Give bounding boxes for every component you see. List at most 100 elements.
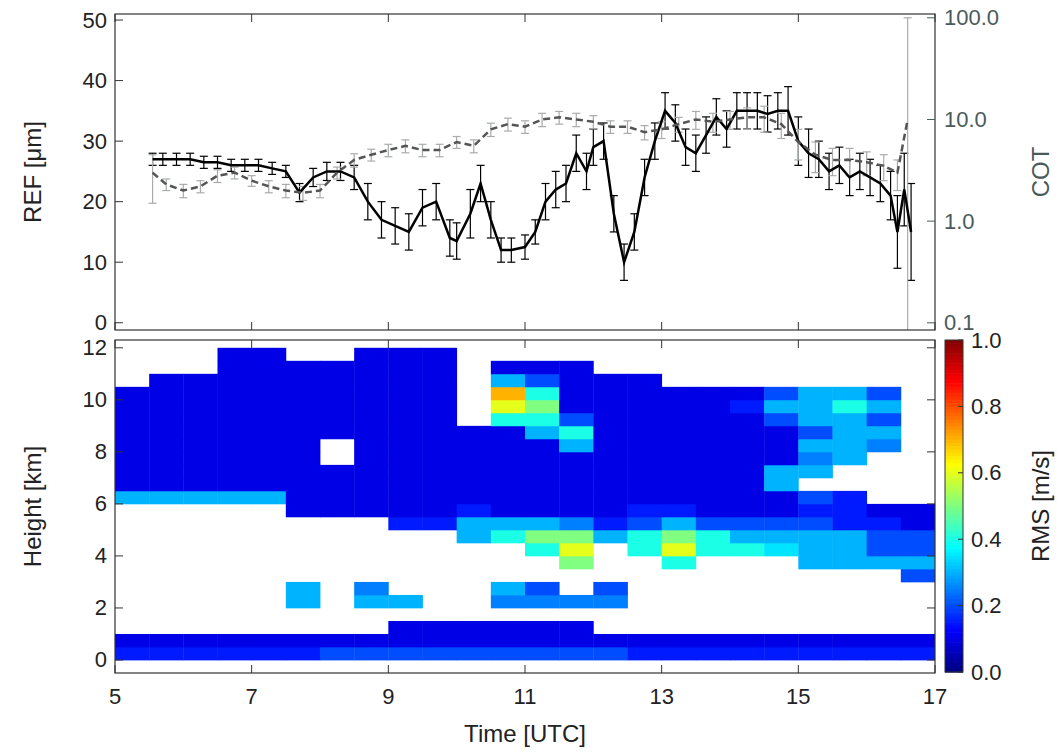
y2-tick-label: 10.0 (944, 107, 987, 132)
error-cap (497, 262, 505, 263)
heat-cell (286, 491, 321, 504)
heat-cell (354, 634, 389, 647)
error-cap (709, 113, 717, 114)
heat-cell (491, 413, 526, 426)
heat-cell (183, 491, 218, 504)
y2-axis-title: COT (1027, 146, 1054, 197)
heat-cell (115, 491, 150, 504)
plot-area (115, 348, 935, 661)
heat-cell (867, 530, 902, 543)
error-cap (477, 201, 485, 202)
error-cap (846, 195, 854, 196)
heat-cell (662, 400, 697, 413)
colorbar: 0.00.20.40.60.81.0RMS [m/s] (945, 328, 1054, 685)
heat-cell (149, 634, 184, 647)
error-cap (521, 133, 529, 134)
error-stem (798, 129, 799, 160)
heat-cell (628, 543, 663, 556)
heat-cell (901, 530, 935, 543)
heat-cell (218, 361, 253, 374)
heat-cell (354, 647, 389, 660)
error-cap (265, 180, 273, 181)
error-cap (589, 115, 597, 116)
x-tick (935, 340, 936, 348)
error-cap (364, 183, 372, 184)
heat-cell (423, 621, 458, 634)
error-cap (542, 183, 550, 184)
heat-cell (354, 478, 389, 491)
heat-cell (218, 452, 253, 465)
heat-cell (764, 517, 799, 530)
error-cap (521, 120, 529, 121)
heat-cell (593, 400, 628, 413)
error-stem (907, 18, 908, 330)
heat-cell (149, 439, 184, 452)
heat-cell (149, 374, 184, 387)
error-bar (880, 155, 888, 181)
heat-cell (593, 452, 628, 465)
error-cap (487, 237, 495, 238)
x-tick (388, 322, 389, 330)
error-cap (753, 128, 761, 129)
heat-cell (696, 530, 731, 543)
heat-cell (388, 400, 423, 413)
heat-cell (149, 491, 184, 504)
error-cap (309, 168, 317, 169)
heat-cell (798, 465, 833, 478)
heat-cell (525, 647, 560, 660)
heat-cell (423, 439, 458, 452)
y-tick (115, 555, 123, 556)
y-tick (115, 399, 123, 400)
heat-cell (764, 634, 799, 647)
error-cap (432, 219, 440, 220)
heat-cell (115, 387, 150, 400)
heat-cell (320, 465, 355, 478)
x-tick (525, 665, 526, 673)
error-stem (200, 181, 201, 193)
heat-cell (730, 400, 765, 413)
heat-cell (764, 452, 799, 465)
heat-cell (662, 556, 697, 569)
heat-cell (559, 400, 594, 413)
error-cap (241, 159, 249, 160)
error-cap (453, 259, 461, 260)
heat-cell (662, 426, 697, 439)
colorbar-tick-label: 0.2 (971, 593, 1002, 618)
heat-cell (662, 530, 697, 543)
heat-cell (491, 634, 526, 647)
heat-cell (867, 439, 902, 452)
heat-cell (491, 595, 526, 608)
heat-cell (764, 426, 799, 439)
heat-cell (662, 543, 697, 556)
series-line (153, 111, 912, 262)
error-cap (419, 156, 427, 157)
y-tick (927, 503, 935, 504)
error-bar (846, 148, 854, 175)
error-cap (231, 167, 239, 168)
x-tick (661, 665, 662, 673)
error-cap (282, 165, 290, 166)
x-tick (115, 340, 116, 348)
error-cap (887, 219, 895, 220)
heat-cell (798, 413, 833, 426)
error-cap (265, 192, 273, 193)
heat-cell (457, 530, 492, 543)
x-tick (661, 322, 662, 330)
error-cap (624, 133, 632, 134)
heat-cell (183, 413, 218, 426)
error-cap (794, 165, 802, 166)
heat-cell (730, 543, 765, 556)
error-cap (856, 189, 864, 190)
heat-cell (867, 400, 902, 413)
error-cap (214, 156, 222, 157)
heat-cell (833, 413, 868, 426)
error-cap (893, 195, 901, 196)
heat-cell (218, 400, 253, 413)
heat-cell (798, 530, 833, 543)
error-cap (651, 122, 659, 123)
heat-cell (696, 504, 731, 517)
error-cap (248, 175, 256, 176)
error-cap (196, 180, 204, 181)
heat-cell (149, 413, 184, 426)
heat-cell (115, 634, 150, 647)
